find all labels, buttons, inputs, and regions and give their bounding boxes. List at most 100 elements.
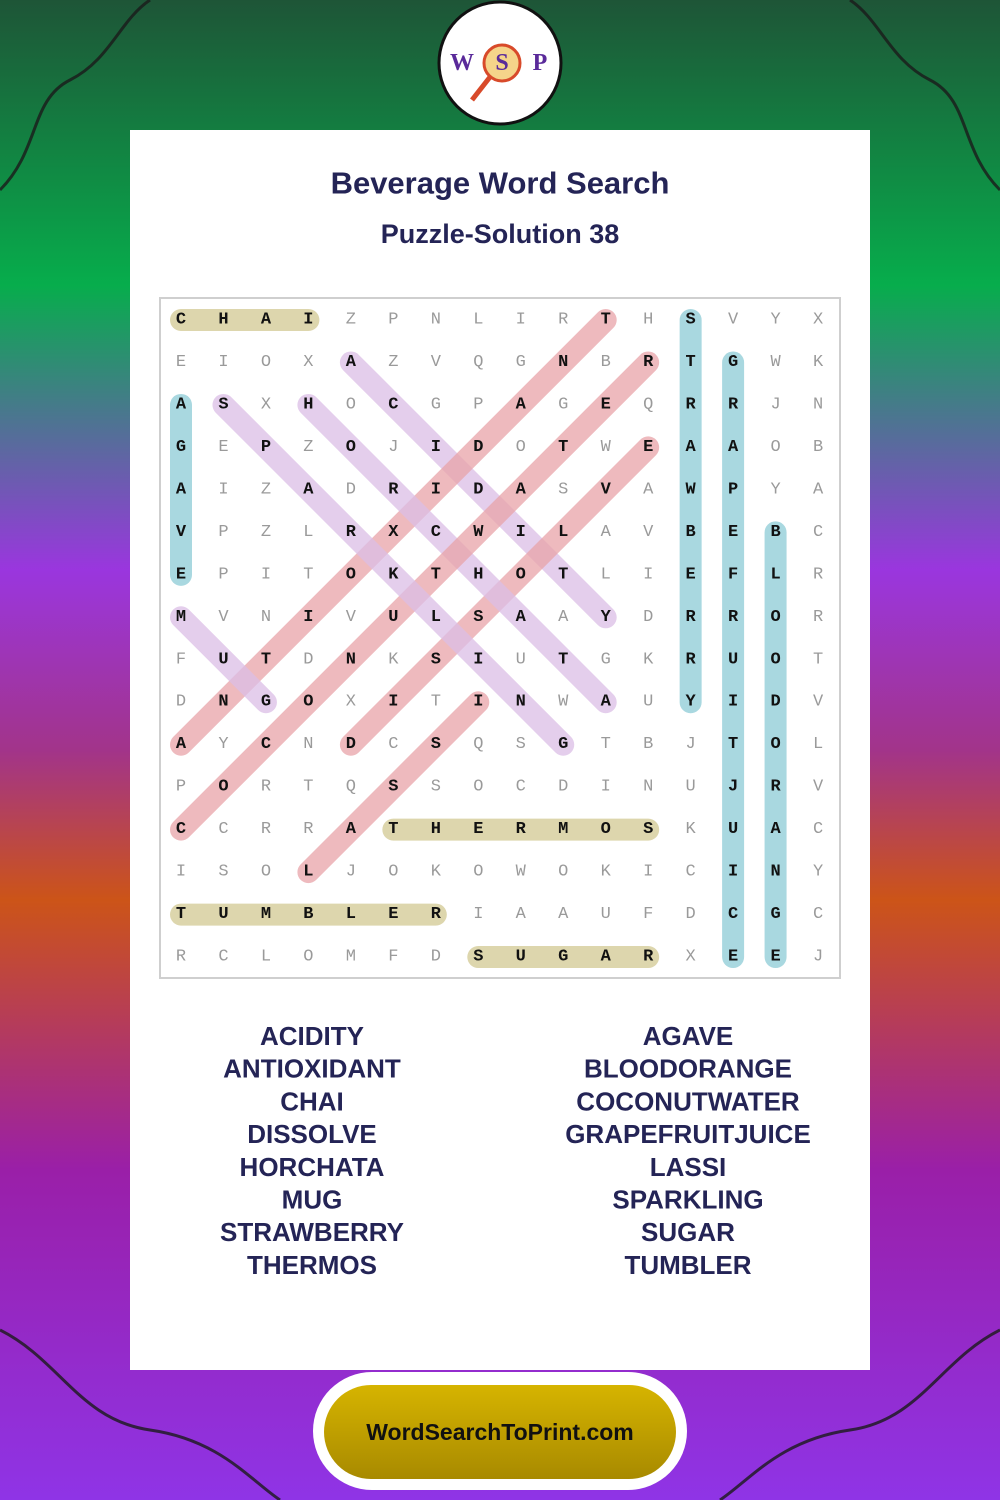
- grid-letter: W: [516, 863, 527, 882]
- highlight: [339, 351, 617, 629]
- grid-letter: C: [176, 820, 186, 839]
- grid-letter: A: [770, 820, 781, 839]
- grid-letter: T: [261, 650, 271, 669]
- grid-letter: O: [218, 778, 228, 797]
- grid-letter: Q: [473, 353, 483, 372]
- grid-letter: A: [728, 438, 739, 457]
- logo-letter: P: [533, 50, 548, 76]
- grid-letter: I: [516, 523, 526, 542]
- grid-letter: G: [176, 438, 186, 457]
- grid-letter: K: [431, 863, 442, 882]
- grid-letter: O: [473, 863, 483, 882]
- grid-letter: V: [813, 693, 824, 712]
- grid-letter: A: [346, 820, 357, 839]
- grid-letter: U: [728, 820, 738, 839]
- grid-letter: H: [473, 565, 483, 584]
- word-list-item: GRAPEFRUITJUICE: [565, 1119, 811, 1149]
- grid-letter: O: [601, 820, 611, 839]
- grid-letter: I: [516, 311, 526, 330]
- grid-letter: M: [176, 608, 186, 627]
- grid-letter: O: [473, 778, 483, 797]
- grid-letter: W: [770, 353, 781, 372]
- grid-letter: L: [601, 565, 611, 584]
- grid-letter: I: [728, 863, 738, 882]
- grid-letter: Q: [473, 735, 483, 754]
- grid-letter: R: [388, 480, 399, 499]
- grid-letter: R: [431, 905, 442, 924]
- grid-letter: U: [601, 905, 611, 924]
- grid-letter: T: [686, 353, 696, 372]
- grid-letter: G: [431, 395, 441, 414]
- grid-letter: I: [218, 480, 228, 499]
- grid-letter: L: [303, 863, 313, 882]
- grid-letter: C: [388, 395, 398, 414]
- grid-letter: O: [770, 735, 780, 754]
- word-list-item: TUMBLER: [624, 1250, 751, 1280]
- grid-letter: K: [686, 820, 697, 839]
- grid-letter: W: [558, 693, 569, 712]
- grid-letter: E: [686, 565, 696, 584]
- grid-letter: S: [388, 778, 398, 797]
- grid-letter: O: [261, 863, 271, 882]
- grid-letter: D: [431, 948, 441, 967]
- logo-lens: [482, 43, 522, 83]
- word-list-item: ACIDITY: [260, 1021, 364, 1051]
- grid-letter: X: [686, 948, 696, 967]
- grid-letter: F: [176, 650, 186, 669]
- grid-letter: A: [516, 905, 527, 924]
- grid-letter: T: [303, 565, 313, 584]
- grid-letter: S: [431, 778, 441, 797]
- grid-letter: J: [346, 863, 356, 882]
- grid-letter: C: [813, 905, 823, 924]
- grid-letter: I: [176, 863, 186, 882]
- grid-letter: D: [303, 650, 313, 669]
- grid-letter: J: [770, 395, 780, 414]
- grid-letter: I: [601, 778, 611, 797]
- grid-letter: D: [686, 905, 696, 924]
- grid-letter: G: [558, 948, 568, 967]
- grid-letter: V: [346, 608, 357, 627]
- title: Beverage Word Search: [331, 166, 670, 201]
- grid-letter: D: [558, 778, 568, 797]
- grid-letter: T: [728, 735, 738, 754]
- grid-letter: O: [346, 395, 356, 414]
- grid-letter: O: [303, 948, 313, 967]
- grid-letter: J: [813, 948, 823, 967]
- grid-letter: T: [176, 905, 186, 924]
- grid-letter: M: [346, 948, 356, 967]
- logo-handle: [470, 75, 492, 102]
- grid-letter: E: [728, 948, 738, 967]
- grid-letter: F: [728, 565, 738, 584]
- grid-letter: S: [473, 608, 483, 627]
- grid-letter: Z: [346, 311, 356, 330]
- grid-letter: E: [388, 905, 398, 924]
- grid-letter: G: [601, 650, 611, 669]
- footer-button[interactable]: [324, 1385, 676, 1479]
- grid-letter: O: [770, 438, 780, 457]
- grid-letter: B: [686, 523, 696, 542]
- grid-letter: R: [643, 353, 654, 372]
- word-list-item: AGAVE: [643, 1021, 734, 1051]
- grid-letter: O: [388, 863, 398, 882]
- grid-letter: H: [643, 311, 653, 330]
- grid-letter: G: [728, 353, 738, 372]
- grid-letter: X: [388, 523, 399, 542]
- grid-letter: C: [728, 905, 738, 924]
- footer-link[interactable]: WordSearchToPrint.com: [366, 1419, 634, 1445]
- grid-letter: U: [516, 650, 526, 669]
- grid-letter: I: [261, 565, 271, 584]
- grid-letter: S: [558, 480, 568, 499]
- grid-letter: K: [643, 650, 654, 669]
- grid-letter: M: [558, 820, 568, 839]
- word-list-item: THERMOS: [247, 1250, 377, 1280]
- grid-letter: T: [388, 820, 398, 839]
- grid-letter: L: [558, 523, 568, 542]
- grid-letter: P: [728, 480, 738, 499]
- grid-letter: R: [686, 650, 697, 669]
- grid-letter: O: [346, 438, 356, 457]
- grid-letter: A: [643, 480, 654, 499]
- grid-letter: R: [813, 608, 823, 627]
- grid-letter: T: [303, 778, 313, 797]
- grid-letter: E: [601, 395, 611, 414]
